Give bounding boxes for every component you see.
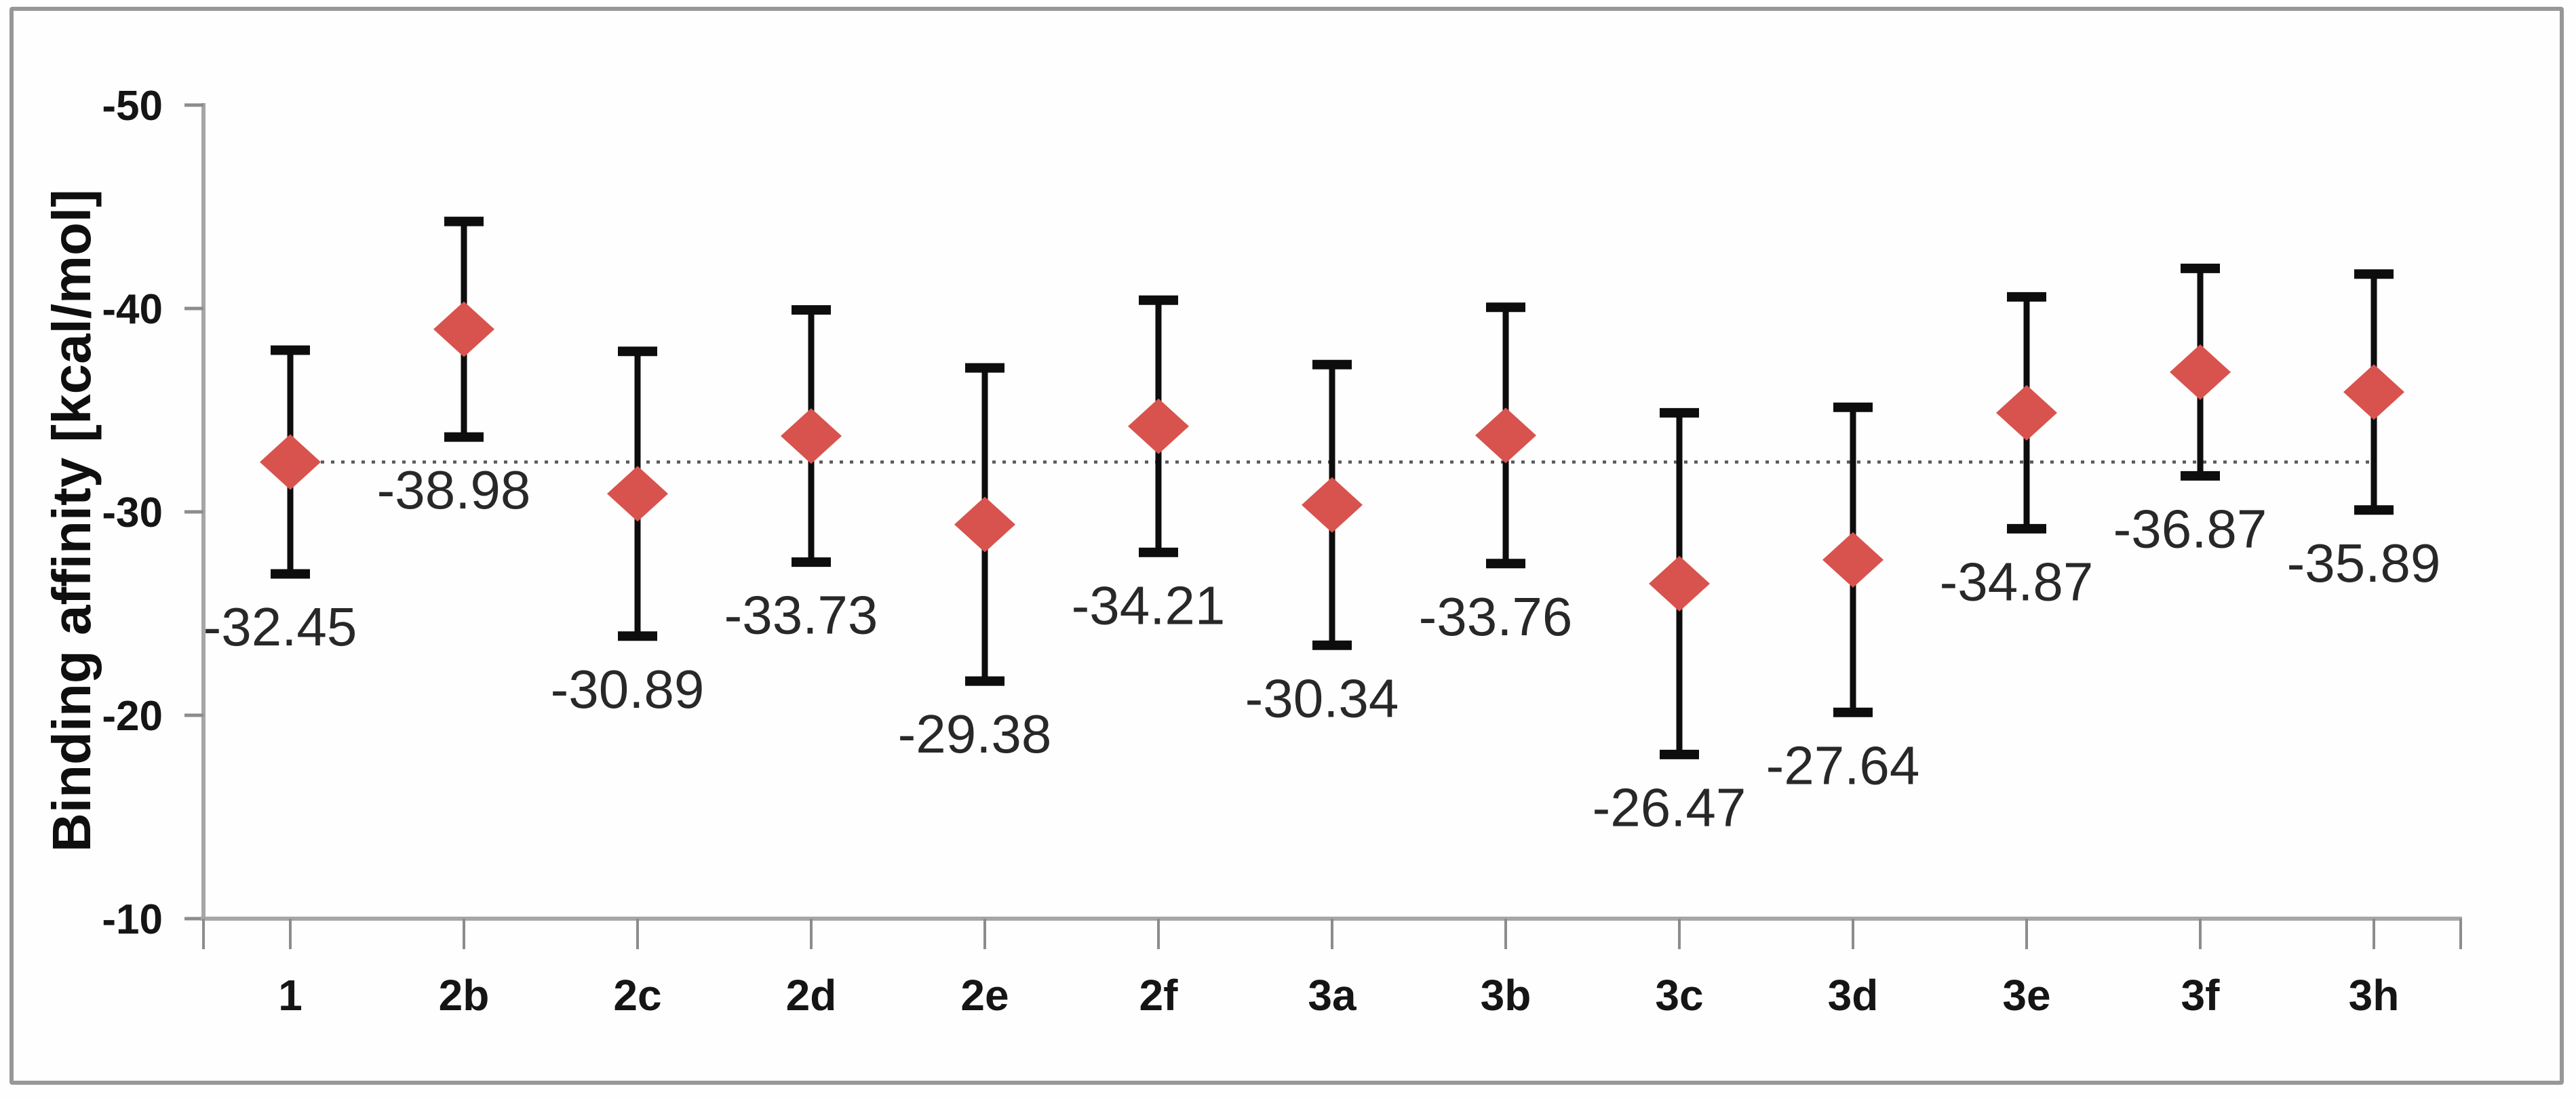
x-tick-label-3e: 3e [2002,971,2050,1020]
value-label-3a: -30.34 [1245,668,1399,728]
y-tick-label--30: -30 [102,489,163,536]
data-point-diamond-2e [954,496,1015,553]
data-point-diamond-2b [433,301,494,357]
data-point-diamond-1 [260,434,321,490]
y-tick-label--10: -10 [102,896,163,943]
x-tick-label-3c: 3c [1655,971,1703,1020]
data-point-diamond-3b [1475,407,1536,464]
value-label-2c: -30.89 [551,659,705,719]
value-label-2b: -38.98 [377,460,531,520]
x-tick-label-2f: 2f [1139,971,1179,1020]
value-label-3b: -33.76 [1419,586,1573,647]
y-axis-title: Binding affinity [kcal/mol] [41,189,102,852]
data-point-diamond-2f [1128,398,1189,454]
data-point-diamond-3h [2343,364,2404,420]
y-tick-label--40: -40 [102,286,163,333]
x-tick-label-3f: 3f [2181,971,2221,1020]
value-label-3e: -34.87 [1940,551,2094,612]
x-tick-label-3a: 3a [1308,971,1357,1020]
y-tick-label--20: -20 [102,693,163,740]
value-label-2f: -34.21 [1072,575,1226,635]
value-label-3f: -36.87 [2113,498,2267,559]
x-tick-label-3b: 3b [1481,971,1531,1020]
figure-frame [9,7,2564,1085]
data-point-diamond-2c [607,466,668,522]
x-tick-label-2d: 2d [786,971,837,1020]
value-label-1: -32.45 [203,597,357,657]
value-label-3c: -26.47 [1593,777,1746,837]
x-tick-label-3h: 3h [2349,971,2400,1020]
x-tick-label-1: 1 [278,971,303,1020]
data-point-diamond-3c [1649,555,1710,612]
data-point-diamond-2d [781,408,842,464]
x-tick-label-2c: 2c [613,971,661,1020]
x-tick-label-2b: 2b [439,971,490,1020]
data-point-diamond-3f [2170,344,2231,400]
data-point-diamond-3d [1822,532,1884,588]
x-tick-label-2e: 2e [960,971,1009,1020]
value-label-2d: -33.73 [724,585,878,645]
value-label-2e: -29.38 [898,704,1052,764]
value-label-3h: -35.89 [2287,533,2441,593]
x-tick-label-3d: 3d [1828,971,1879,1020]
y-tick-label--50: -50 [102,83,163,129]
value-label-3d: -27.64 [1766,735,1920,795]
data-point-diamond-3a [1302,477,1363,533]
data-point-diamond-3e [1996,384,2057,441]
